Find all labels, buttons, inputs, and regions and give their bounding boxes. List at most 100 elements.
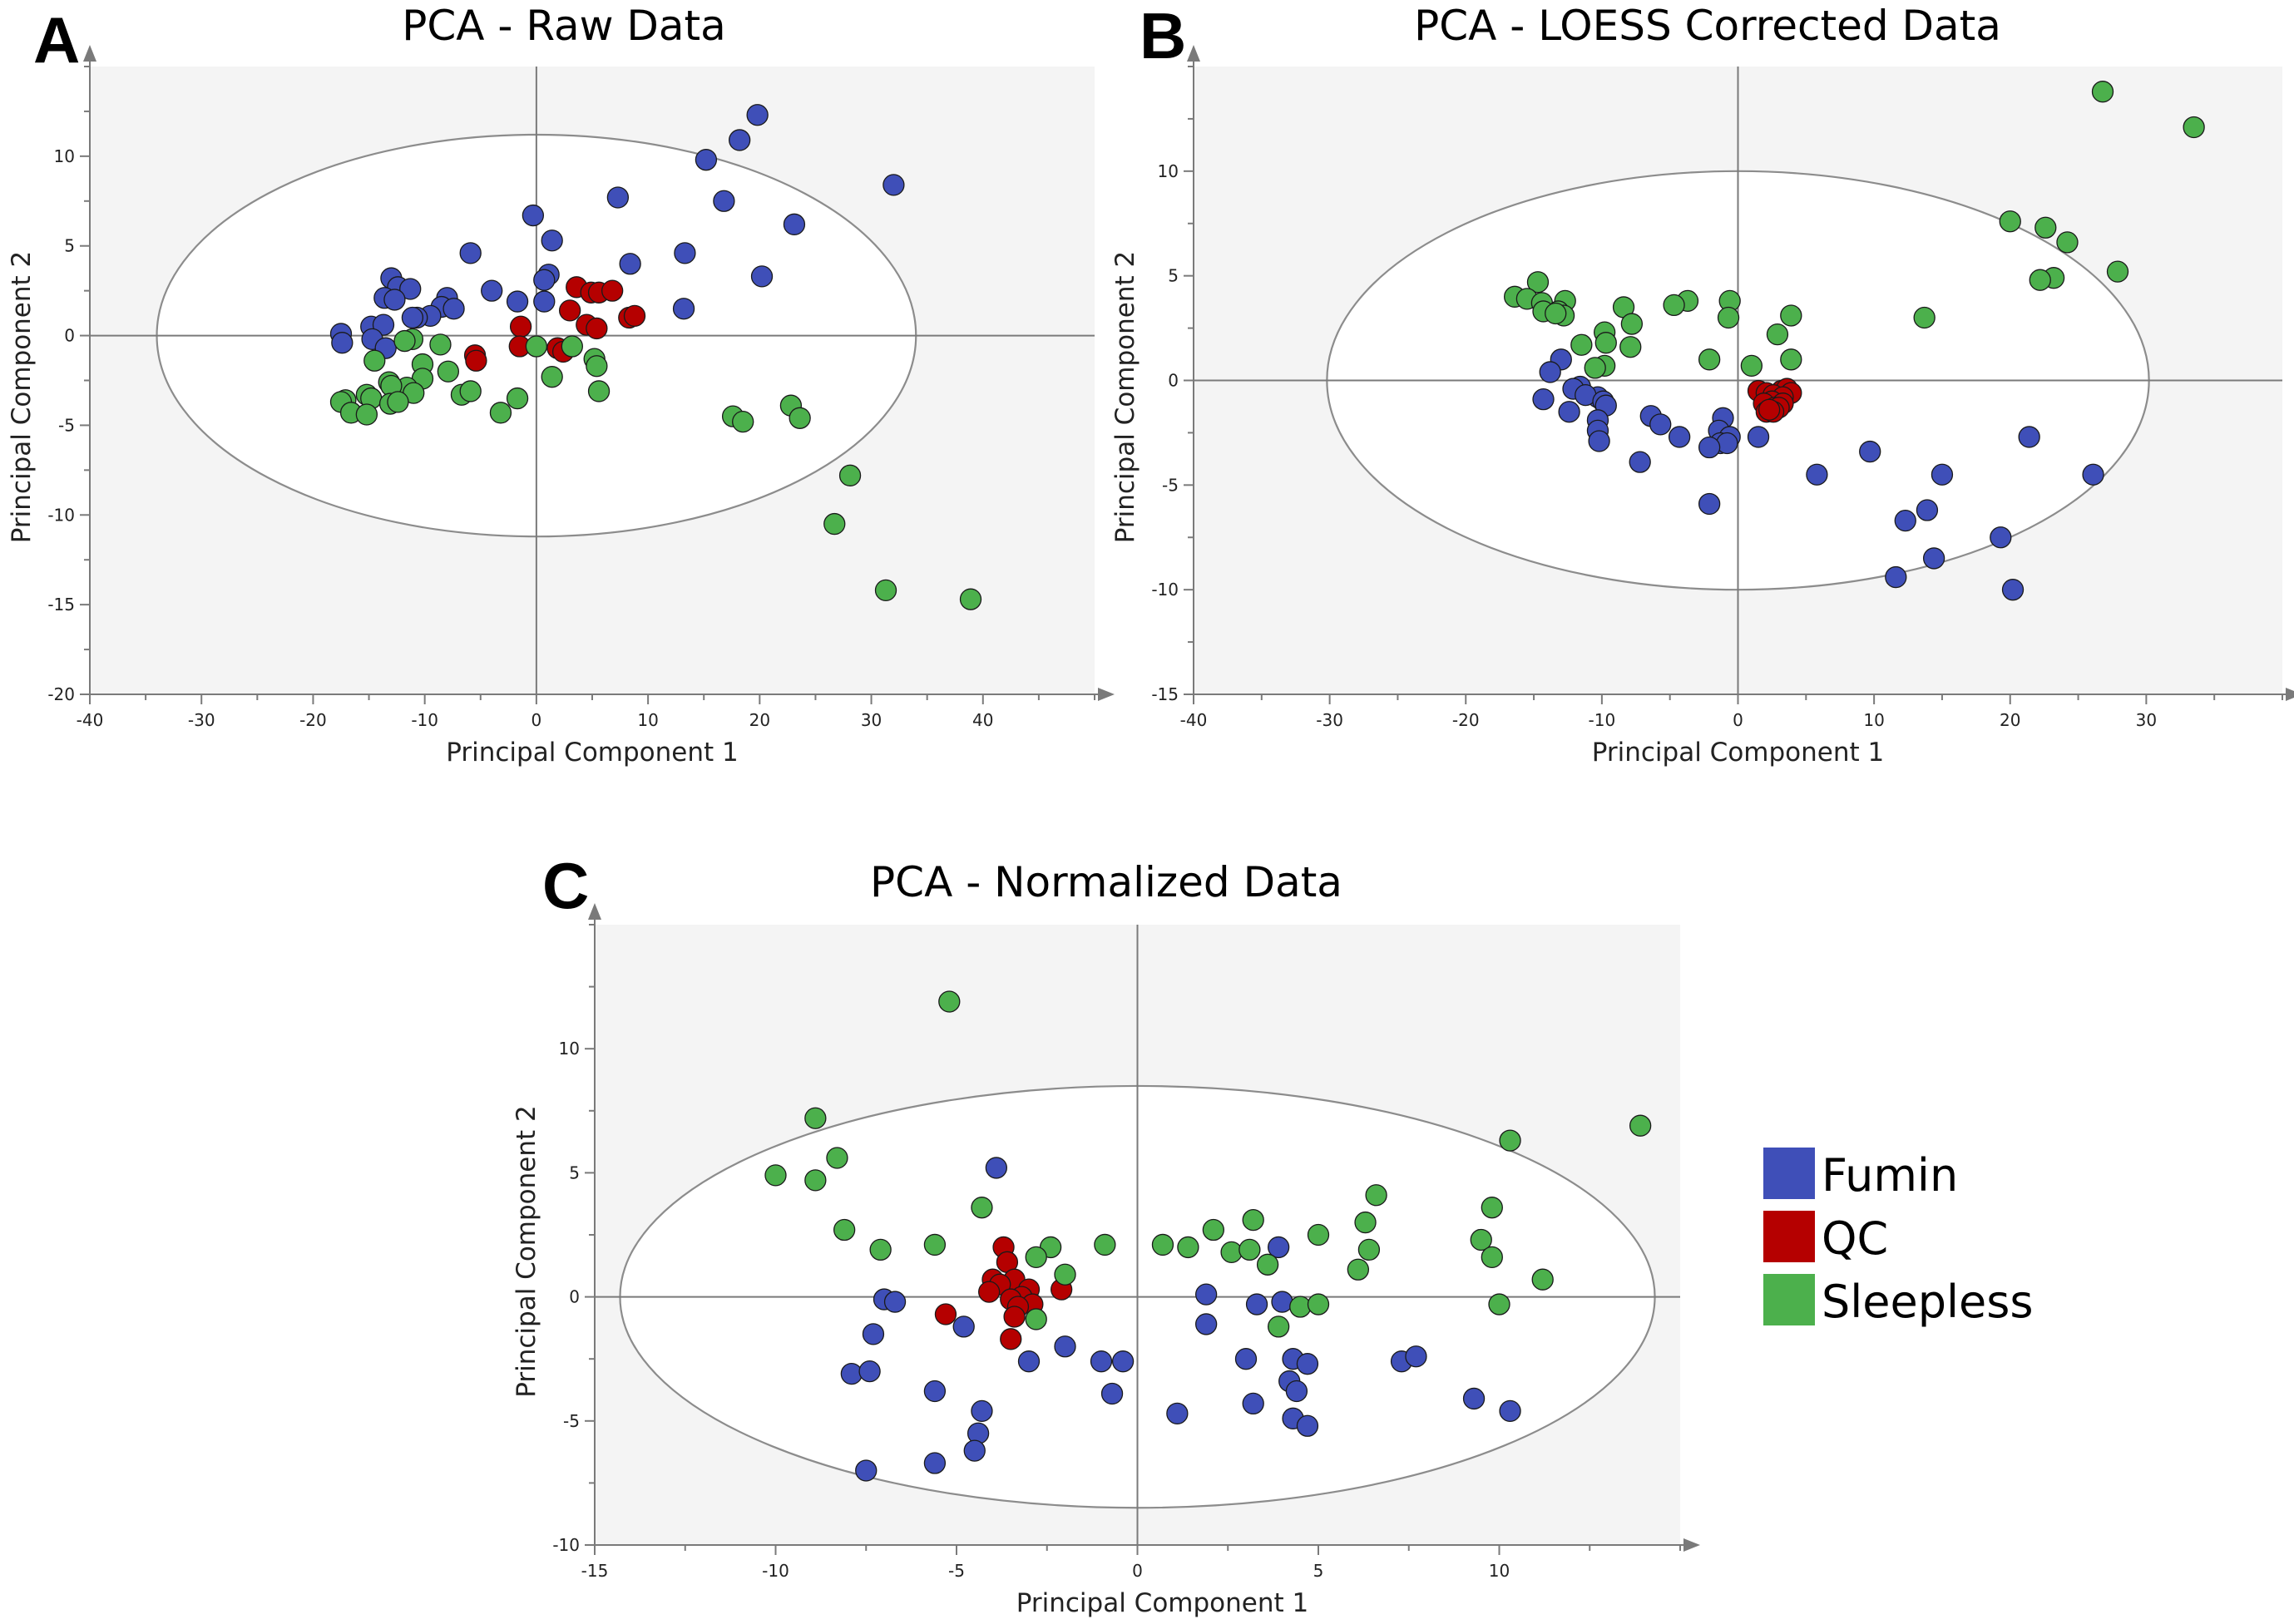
x-tick-label: 10 <box>1489 1561 1510 1581</box>
y-tick-label: 5 <box>569 1162 580 1182</box>
series-qc <box>463 276 646 372</box>
data-point <box>1885 565 1907 589</box>
x-tick-label: -20 <box>299 710 327 730</box>
data-point <box>1151 1233 1174 1256</box>
data-point <box>883 1291 907 1313</box>
data-point <box>533 290 556 313</box>
x-tick-label: 0 <box>1132 1561 1143 1581</box>
data-point <box>1499 1129 1521 1152</box>
data-point <box>1990 526 2012 549</box>
data-point <box>459 380 482 402</box>
data-point <box>934 1303 957 1325</box>
series-fumin <box>840 1157 1521 1482</box>
y-tick-label: 0 <box>64 326 75 346</box>
data-point <box>1894 509 1916 532</box>
data-point <box>1470 1228 1492 1251</box>
x-tick-label: 10 <box>637 710 658 730</box>
data-point <box>1488 1293 1510 1315</box>
data-point <box>1090 1350 1113 1373</box>
panel-letter: B <box>1140 0 1186 72</box>
data-point <box>387 391 409 413</box>
x-tick-label: -10 <box>411 710 438 730</box>
data-point <box>695 149 718 171</box>
data-point <box>1698 492 1721 516</box>
data-point <box>561 335 583 358</box>
data-point <box>1195 1313 1218 1335</box>
data-point <box>862 1323 885 1345</box>
data-point <box>383 289 406 311</box>
data-point <box>923 1452 947 1474</box>
x-axis-arrow-icon <box>1683 1538 1700 1552</box>
x-tick-label: 20 <box>749 710 770 730</box>
x-tick-label: 30 <box>2136 710 2157 730</box>
data-point <box>481 279 503 302</box>
y-tick-label: 0 <box>1168 371 1179 391</box>
data-point <box>923 1233 947 1256</box>
series-fumin <box>329 104 905 359</box>
chart-title: PCA - Raw Data <box>402 2 726 50</box>
data-point <box>1285 1380 1308 1403</box>
data-point <box>1271 1291 1293 1313</box>
data-point <box>1620 313 1644 335</box>
y-axis-arrow-icon <box>1187 45 1200 62</box>
data-point <box>1242 1208 1264 1232</box>
y-tick-label: 10 <box>54 146 75 166</box>
data-point <box>1268 1315 1290 1338</box>
data-point <box>1025 1308 1047 1330</box>
y-tick-label: -5 <box>58 415 75 435</box>
data-point <box>1307 1223 1330 1246</box>
x-axis-label: Principal Component 1 <box>1016 1588 1309 1618</box>
data-point <box>1916 499 1939 521</box>
y-tick-label: 10 <box>1158 161 1179 181</box>
data-point <box>2056 231 2079 254</box>
y-tick-label: -15 <box>47 595 75 615</box>
data-point <box>606 186 630 209</box>
data-point <box>1931 463 1954 486</box>
data-point <box>2001 579 2025 601</box>
data-point <box>1054 1263 1076 1286</box>
data-point <box>1234 1348 1258 1370</box>
data-point <box>1017 1350 1041 1373</box>
data-point <box>2082 463 2104 486</box>
data-point <box>959 588 982 610</box>
data-point <box>1922 547 1945 570</box>
legend-label-qc: QC <box>1822 1212 1888 1265</box>
x-axis-arrow-icon <box>1098 688 1115 701</box>
x-tick-label: -20 <box>1452 710 1480 730</box>
panel-a: -40 -30 -20 -10 0 10 20 30 40 -20 -15 -10 -5 0 5 10 Prin… <box>7 2 1115 768</box>
data-point <box>541 366 563 388</box>
data-point <box>783 213 806 235</box>
data-point <box>1100 1382 1124 1405</box>
x-tick-label: 0 <box>531 710 542 730</box>
data-point <box>882 174 905 196</box>
data-point <box>331 332 353 354</box>
data-point <box>869 1238 892 1261</box>
data-point <box>938 990 961 1013</box>
y-tick-label: -5 <box>563 1411 580 1431</box>
data-point <box>1629 1114 1652 1137</box>
data-point <box>1717 306 1740 329</box>
panel-letter: C <box>542 849 589 922</box>
data-point <box>2183 116 2205 139</box>
data-point <box>1256 1253 1279 1276</box>
data-point <box>1780 348 1802 371</box>
x-tick-label: -15 <box>581 1561 609 1581</box>
series-sleepless <box>764 990 1652 1338</box>
data-point <box>985 1157 1007 1179</box>
legend-swatch-qc <box>1763 1211 1815 1262</box>
y-axis-label: Principal Component 2 <box>1110 251 1140 544</box>
x-tick-label: 10 <box>1863 710 1884 730</box>
data-point <box>1558 401 1580 423</box>
data-point <box>1740 354 1763 378</box>
data-point <box>401 306 424 329</box>
data-point <box>1481 1197 1503 1219</box>
data-point <box>1668 426 1691 448</box>
legend-swatch-sleepless <box>1763 1274 1815 1325</box>
y-axis-arrow-icon <box>83 45 96 62</box>
data-point <box>506 387 529 410</box>
data-point <box>1499 1399 1521 1423</box>
data-point <box>1296 1353 1319 1375</box>
data-point <box>1806 463 1828 486</box>
data-point <box>509 315 532 338</box>
